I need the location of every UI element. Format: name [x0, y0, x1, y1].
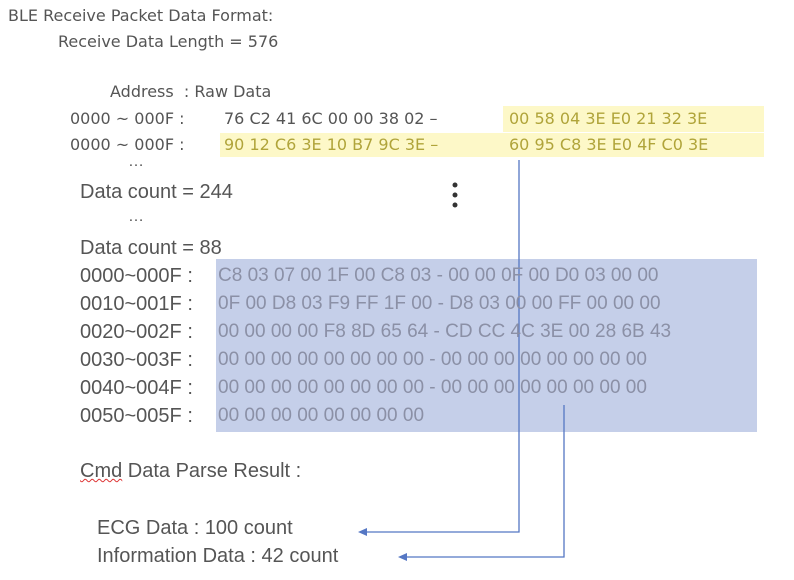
hex-address: 0040~004F : [80, 377, 193, 399]
vertical-dots [452, 182, 458, 208]
hex-address: 0020~002F : [80, 321, 193, 343]
hex-data: 0F 00 D8 03 F9 FF 1F 00 - D8 03 00 00 FF… [218, 293, 661, 314]
result-item: ECG Data : 100 count [97, 517, 293, 539]
highlight [220, 133, 764, 157]
title: BLE Receive Packet Data Format: [8, 6, 274, 25]
raw-data: 00 58 04 3E E0 21 32 3E [509, 109, 708, 128]
hex-data: 00 00 00 00 00 00 00 00 [218, 405, 425, 426]
count-line: Data count = 244 [80, 181, 233, 203]
cmd: Cmd [80, 460, 123, 482]
hex-data: 00 00 00 00 00 00 00 00 - 00 00 00 00 00… [218, 377, 647, 398]
rest: Data Parse Result : [122, 460, 302, 482]
hex-address: 0050~005F : [80, 405, 193, 427]
raw-address: 0000 ~ 000F : [70, 135, 185, 154]
hex-data: 00 00 00 00 F8 8D 65 64 - CD CC 4C 3E 00… [218, 321, 672, 342]
raw-data: 90 12 C6 3E 10 B7 9C 3E – [224, 135, 439, 154]
raw-data: 76 C2 41 6C 00 00 38 02 – [224, 109, 438, 128]
hex-address: 0000~000F : [80, 265, 193, 287]
arrow-head [398, 553, 407, 561]
hex-data: C8 03 07 00 1F 00 C8 03 - 00 00 0F 00 D0… [218, 265, 659, 286]
result-item: Information Data : 42 count [97, 545, 339, 567]
ellipsis: … [128, 208, 144, 225]
hex-data: 00 00 00 00 00 00 00 00 - 00 00 00 00 00… [218, 349, 647, 370]
hex-heading: Data count = 88 [80, 237, 222, 259]
arrow-head [358, 528, 367, 536]
arrow [406, 405, 565, 558]
arrow [366, 160, 520, 533]
hex-address: 0030~003F : [80, 349, 193, 371]
raw-data: 60 95 C8 3E E0 4F C0 3E [509, 135, 709, 154]
hex-address: 0010~001F : [80, 293, 193, 315]
length: Receive Data Length = 576 [58, 32, 279, 51]
highlight [503, 106, 764, 132]
result-title: Cmd Data Parse Result : [80, 459, 301, 483]
hex-box [216, 259, 757, 432]
raw-heading: Address : Raw Data [110, 82, 272, 101]
ellipsis: … [128, 153, 144, 170]
raw-address: 0000 ~ 000F : [70, 109, 185, 128]
